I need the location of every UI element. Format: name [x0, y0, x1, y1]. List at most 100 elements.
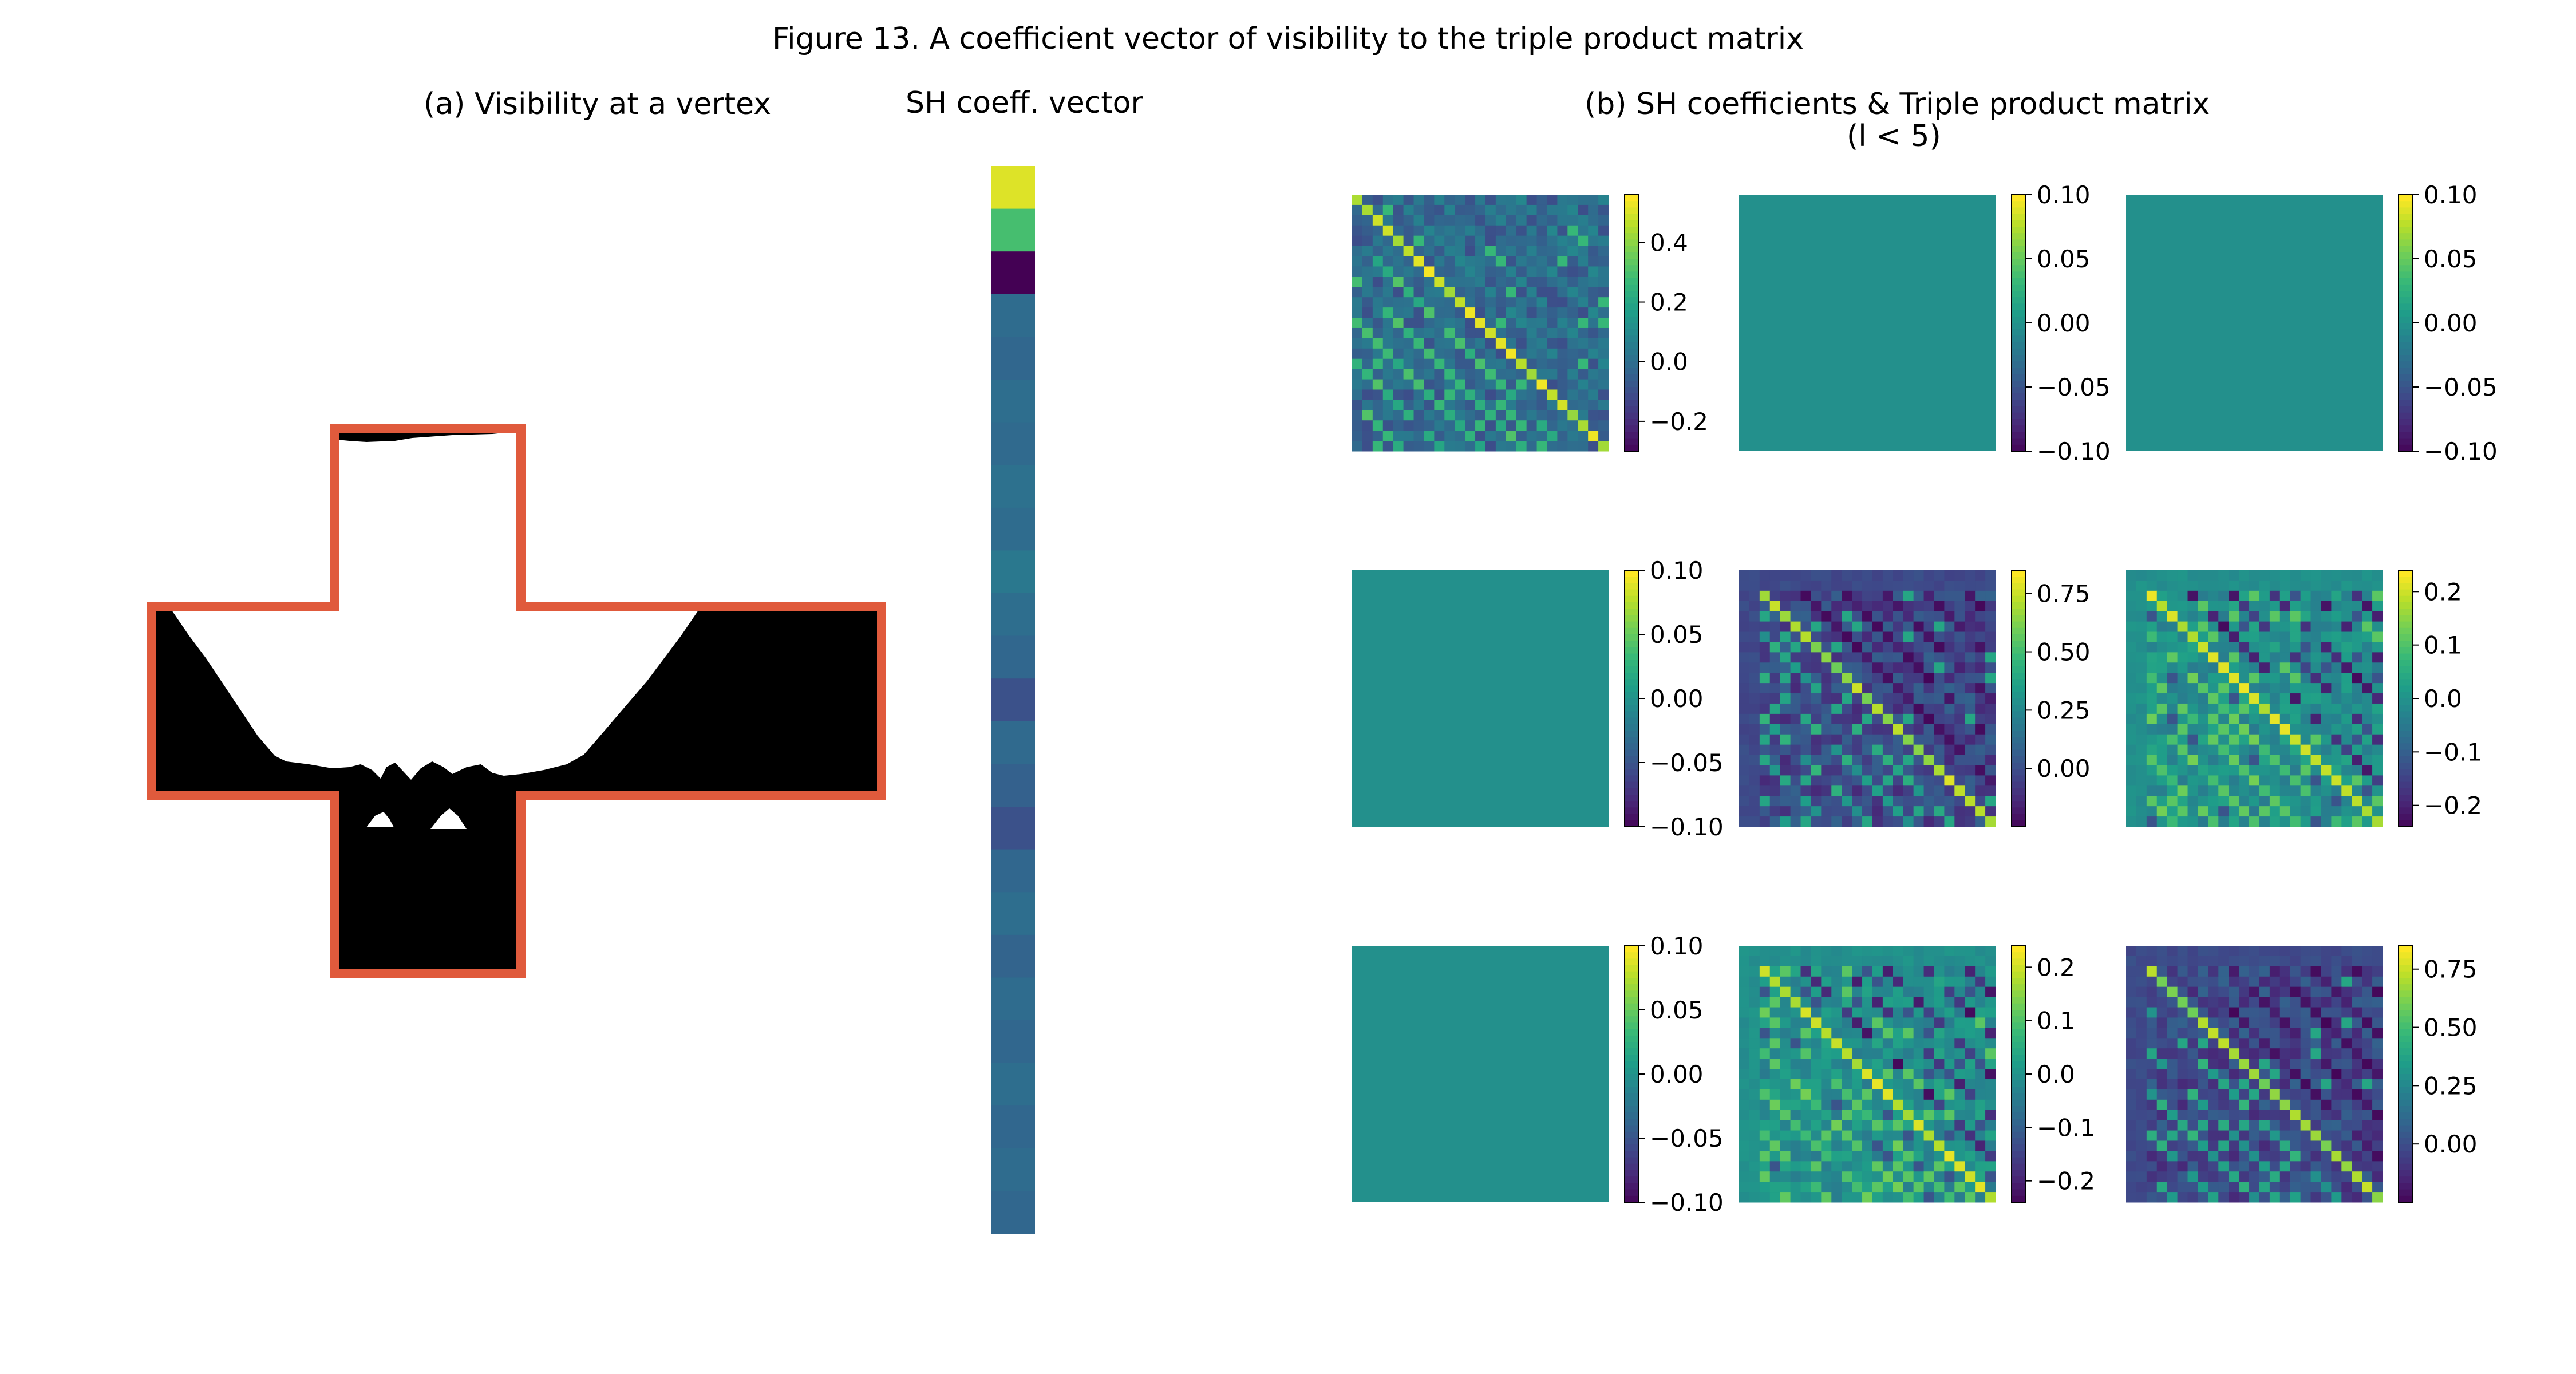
matrix-cell [1852, 1059, 1863, 1069]
matrix-cell [2239, 703, 2250, 714]
matrix-cell [1975, 1099, 1986, 1111]
matrix-cell [1598, 369, 1609, 380]
matrix-cell [1516, 348, 1527, 360]
matrix-cell [1862, 785, 1873, 796]
matrix-cell [1455, 225, 1465, 236]
matrix-cell [1985, 1110, 1996, 1121]
matrix-cell [1811, 662, 1822, 673]
matrix-cell [1403, 441, 1415, 452]
colorbar-segment [2399, 1080, 2412, 1087]
matrix-cell [2156, 1007, 2168, 1018]
matrix-cell [1831, 1079, 1842, 1090]
matrix-cell [1547, 420, 1558, 431]
matrix-cell [2187, 1017, 2198, 1028]
matrix-cell [2300, 734, 2312, 745]
matrix-cell [1923, 590, 1934, 602]
matrix-cell [1811, 806, 1822, 817]
matrix-cell [2218, 652, 2229, 663]
matrix-cell [1934, 1140, 1945, 1151]
matrix-cell [2290, 631, 2301, 642]
matrix-cell [2331, 673, 2342, 684]
matrix-cell [1434, 358, 1445, 370]
matrix-cell [2146, 570, 2158, 581]
matrix-cell [2310, 683, 2321, 694]
matrix-cell [2167, 642, 2178, 653]
matrix-cell [2259, 755, 2270, 765]
matrix-cell [2167, 590, 2178, 602]
matrix-cell [2136, 683, 2147, 694]
matrix-cell [1403, 348, 1415, 360]
matrix-cell [2126, 785, 2137, 796]
matrix-cell [1769, 744, 1781, 756]
matrix-cell [1954, 580, 1965, 591]
matrix-cell [1413, 204, 1424, 216]
matrix-cell [2146, 642, 2158, 653]
colorbar-segment [2012, 627, 2025, 635]
matrix-cell [1495, 266, 1507, 277]
matrix-cell [1506, 307, 1517, 318]
matrix-cell [2249, 590, 2260, 602]
matrix-cell [2300, 601, 2312, 612]
matrix-cell [1475, 204, 1486, 216]
matrix-cell [2259, 611, 2270, 622]
matrix-cell [2290, 693, 2301, 704]
matrix-cell [1934, 1048, 1945, 1059]
colorbar-segment [1625, 1131, 1638, 1139]
matrix-cell [1547, 297, 1558, 308]
matrix-cell [1954, 1151, 1965, 1162]
matrix-cell [1821, 611, 1832, 622]
matrix-cell [1934, 744, 1945, 756]
matrix-cell [1557, 327, 1568, 339]
matrix-cell [2187, 1028, 2198, 1039]
matrix-cell [1800, 611, 1811, 622]
matrix-cell [1588, 287, 1599, 298]
matrix-cell [1780, 590, 1791, 602]
matrix-cell [2310, 590, 2321, 602]
matrix-cell [2208, 1099, 2219, 1111]
matrix-cell [2229, 1140, 2239, 1151]
matrix-cell [2126, 1017, 2137, 1028]
matrix-cell [1475, 318, 1486, 329]
matrix-cell [2259, 734, 2270, 745]
matrix-cell [2290, 1089, 2301, 1100]
matrix-cell [2279, 1161, 2291, 1172]
sh-coefficient-cell [991, 465, 1035, 508]
matrix-cell [1913, 724, 1925, 735]
matrix-cell [1852, 734, 1863, 745]
matrix-cell [1965, 652, 1976, 663]
matrix-cell [2321, 642, 2332, 653]
matrix-cell [1852, 976, 1863, 988]
matrix-cell [1790, 765, 1801, 776]
matrix-cell [1372, 431, 1384, 441]
matrix-cell [1455, 277, 1465, 287]
matrix-cell [1862, 1069, 1873, 1080]
matrix-cell [1413, 379, 1424, 390]
matrix-cell [1739, 601, 1750, 612]
colorbar-segment [2012, 1163, 2025, 1171]
matrix-cell [1944, 1017, 1955, 1028]
matrix-cell [1913, 652, 1925, 663]
matrix-cell [1780, 631, 1791, 642]
matrix-cell [1790, 652, 1801, 663]
matrix-cell [1852, 590, 1863, 602]
matrix-cell [1923, 1059, 1934, 1069]
matrix-cell [2259, 1120, 2270, 1131]
matrix-cell [2198, 713, 2208, 725]
matrix-cell [1588, 379, 1599, 390]
matrix-cell [1382, 235, 1394, 247]
colorbar-segment [2012, 743, 2025, 751]
colorbar-segment [2012, 1022, 2025, 1030]
matrix-cell [2229, 966, 2239, 977]
matrix-cell [2167, 1069, 2178, 1080]
matrix-cell [1882, 765, 1894, 776]
matrix-cell [1598, 307, 1609, 318]
colorbar-tick-label: 0.2 [2424, 578, 2462, 606]
matrix-cell [2290, 1038, 2301, 1049]
matrix-cell [1506, 327, 1517, 339]
matrix-panel-r2-c0: 0.100.050.00−0.05−0.10 [1352, 932, 1724, 1217]
matrix-cell [2146, 956, 2158, 967]
matrix-cell [1872, 1079, 1883, 1090]
matrix-cell [1749, 1130, 1760, 1141]
matrix-cell [1434, 277, 1445, 287]
